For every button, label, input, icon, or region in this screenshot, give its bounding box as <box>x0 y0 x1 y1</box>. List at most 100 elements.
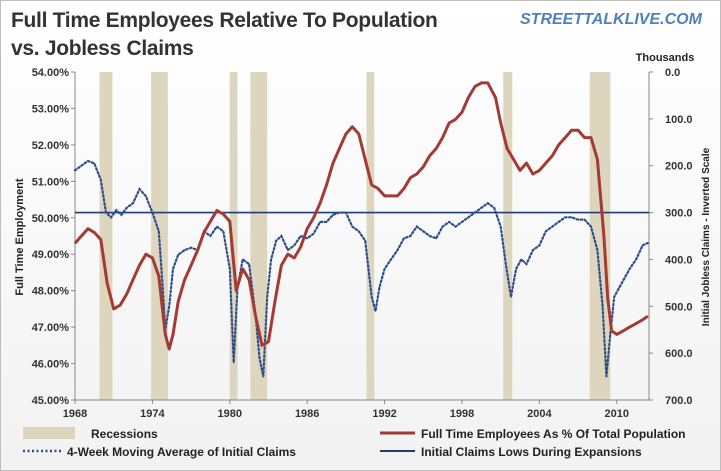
y-left-tick-label: 46.00% <box>32 359 70 371</box>
claims-point <box>510 296 512 298</box>
employment-point <box>583 137 586 139</box>
claims-point <box>266 296 268 298</box>
claims-point <box>390 258 392 261</box>
y-right-tick-label: 100.0 <box>665 114 693 126</box>
employment-point <box>172 333 174 335</box>
claims-point <box>125 207 128 209</box>
employment-point <box>242 268 244 270</box>
recession-band <box>99 72 113 400</box>
employment-point <box>254 315 257 317</box>
y-right-tick-label: 700.0 <box>665 395 693 407</box>
y-right-tick-label: 200.0 <box>665 161 693 173</box>
employment-point <box>558 144 560 146</box>
employment-point <box>416 173 418 175</box>
employment-point <box>119 304 121 306</box>
claims-point <box>338 211 341 214</box>
employment-point <box>390 195 392 197</box>
employment-point <box>596 158 599 161</box>
claims-point <box>448 221 450 223</box>
x-tick-label: 1992 <box>372 408 396 420</box>
claims-point <box>532 249 534 251</box>
recession-band <box>366 72 375 400</box>
employment-point <box>435 147 437 150</box>
claims-point <box>275 239 278 242</box>
employment-point <box>87 228 89 230</box>
employment-point <box>274 301 276 303</box>
employment-point <box>351 126 353 128</box>
claims-point <box>222 230 225 233</box>
claims-point <box>467 216 470 219</box>
claims-point <box>416 225 418 228</box>
x-tick-label: 1968 <box>63 408 87 420</box>
employment-point <box>603 235 605 237</box>
employment-point <box>422 166 424 168</box>
employment-point <box>442 137 444 139</box>
employment-point <box>461 111 463 113</box>
employment-point <box>429 155 431 157</box>
claims-point <box>241 258 244 261</box>
claims-point <box>538 244 541 247</box>
claims-point <box>216 225 218 228</box>
claims-point <box>590 225 592 228</box>
claims-point <box>248 263 250 265</box>
employment-point <box>448 122 450 124</box>
claims-point <box>110 216 112 219</box>
employment-point <box>467 96 470 99</box>
legend: Recessions Full Time Employees As % Of T… <box>23 427 685 459</box>
y-left-tick-label: 52.00% <box>32 140 70 152</box>
claims-point <box>641 244 644 247</box>
claims-point <box>351 225 354 228</box>
employment-point <box>325 184 328 186</box>
employment-point <box>383 195 386 197</box>
claims-point <box>80 164 83 167</box>
claims-point <box>396 249 399 251</box>
employment-point <box>319 202 321 204</box>
employment-point <box>93 231 95 233</box>
claims-point <box>161 286 164 289</box>
claims-point <box>138 188 141 190</box>
claims-point <box>228 268 231 270</box>
claims-point <box>623 277 626 279</box>
employment-point <box>177 301 179 303</box>
claims-point <box>332 214 334 216</box>
employment-point <box>454 118 457 120</box>
y-right-tick-label: 300.0 <box>665 208 693 220</box>
claims-point <box>270 258 272 261</box>
claims-point <box>545 230 547 233</box>
legend-label-lows: Initial Claims Lows During Expansions <box>421 445 642 459</box>
claims-point <box>370 296 373 298</box>
claims-point <box>357 230 360 233</box>
x-tick-label: 1998 <box>450 408 474 420</box>
claims-point <box>190 246 192 249</box>
claims-point <box>293 244 296 247</box>
employment-point <box>332 162 334 164</box>
employment-point <box>338 147 341 150</box>
employment-point <box>474 85 476 88</box>
y-axis-right-unit: Thousands <box>636 52 695 64</box>
y-right-tick-label: 600.0 <box>665 348 693 360</box>
claims-point <box>570 216 573 219</box>
claims-point <box>258 357 261 359</box>
y-left-tick-label: 49.00% <box>32 249 70 261</box>
employment-point <box>519 169 521 171</box>
employment-point <box>506 147 508 150</box>
claims-point <box>461 221 463 223</box>
x-tick-label: 1986 <box>295 408 319 420</box>
claims-point <box>486 202 489 204</box>
claims-point <box>209 235 212 237</box>
claims-point <box>120 214 123 216</box>
x-tick-label: 2010 <box>605 408 629 420</box>
employment-point <box>545 162 547 164</box>
claims-point <box>183 249 186 251</box>
claims-point <box>99 178 102 181</box>
employment-point <box>607 297 609 299</box>
employment-point <box>358 133 360 135</box>
claims-point <box>628 268 631 270</box>
employment-point <box>106 282 108 284</box>
claims-point <box>374 310 377 312</box>
employment-point <box>80 235 83 237</box>
employment-point <box>132 279 134 281</box>
y-right-tick-label: 400.0 <box>665 254 693 266</box>
claims-point <box>364 239 367 242</box>
claims-point <box>480 207 483 209</box>
